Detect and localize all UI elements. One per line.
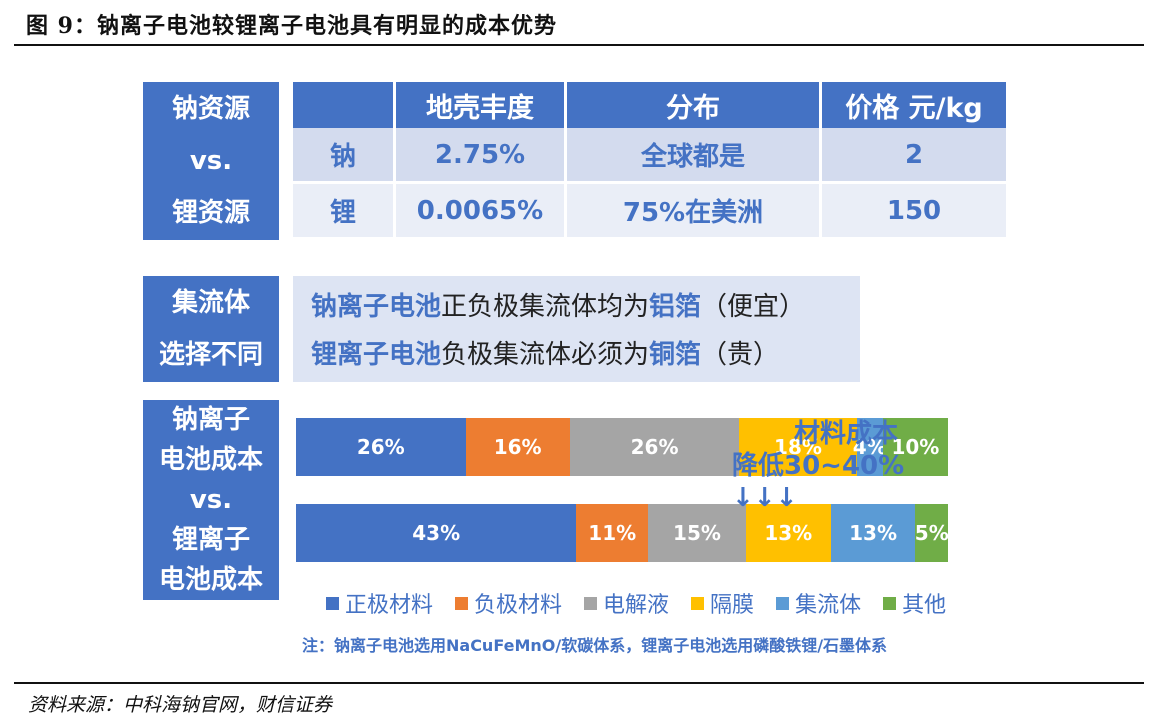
side-label-line: 锂资源 xyxy=(171,198,250,228)
collector-line-sodium: 钠离子电池正负极集流体均为铝箔（便宜） xyxy=(311,286,805,323)
battery-name: 锂离子电池 xyxy=(311,340,442,370)
bar-data-label: 26% xyxy=(356,435,405,459)
side-label-line: 锂离子 xyxy=(171,525,250,555)
table-header: 价格 元/kg xyxy=(820,82,1006,128)
bar-data-label: 43% xyxy=(412,521,461,545)
collector-description: 钠离子电池正负极集流体均为铝箔（便宜） 锂离子电池负极集流体必须为铜箔（贵） xyxy=(293,276,860,382)
bar-data-label: 13% xyxy=(849,521,897,545)
legend-item: 其他 xyxy=(883,587,946,619)
table-cell: 2.75% xyxy=(394,128,567,184)
legend-swatch xyxy=(584,596,598,610)
resource-table: 地壳丰度 分布 价格 元/kg 钠 2.75% 全球都是 2 锂 0.0065%… xyxy=(293,82,1006,237)
table-row: 锂 0.0065% 75%在美洲 150 xyxy=(293,182,1006,237)
table-header xyxy=(293,82,396,128)
bar-segment: 15% xyxy=(648,504,746,562)
top-rule xyxy=(14,44,1144,46)
bar-data-label: 16% xyxy=(493,435,542,459)
table-header: 分布 xyxy=(565,82,822,128)
bottom-rule xyxy=(14,682,1144,684)
legend-item: 电解液 xyxy=(584,587,669,619)
side-label-line: 电池成本 xyxy=(158,565,263,595)
bar-segment: 16% xyxy=(465,418,570,476)
bar-segment: 43% xyxy=(296,504,577,562)
bar-data-label: 5% xyxy=(914,521,949,545)
cost-side-label: 钠离子 电池成本 vs. 锂离子 电池成本 xyxy=(143,400,279,600)
table-cell: 锂 xyxy=(293,182,396,237)
legend-label: 电解液 xyxy=(603,593,670,618)
bar-segment: 18% xyxy=(739,418,857,476)
collector-text: 负极集流体必须为 xyxy=(441,340,650,370)
bar-segment: 5% xyxy=(914,504,949,562)
bar-segment: 13% xyxy=(745,504,831,562)
legend-swatch xyxy=(455,596,469,610)
figure-title: 图 9：钠离子电池较锂离子电池具有明显的成本优势 xyxy=(26,13,557,39)
table-cell: 全球都是 xyxy=(565,128,822,184)
chart-legend: 正极材料 负极材料 电解液 隔膜 集流体 其他 xyxy=(326,587,946,619)
stacked-bar-lithium: 43% 11% 15% 13% 13% 5% xyxy=(296,504,949,562)
bar-data-label: 13% xyxy=(764,521,813,545)
side-label-line: vs. xyxy=(189,485,233,515)
resource-side-label: 钠资源 vs. 锂资源 xyxy=(143,82,279,240)
bar-segment: 26% xyxy=(569,418,740,476)
table-cell: 钠 xyxy=(293,128,396,184)
table-cell: 2 xyxy=(820,128,1006,184)
side-label-line: vs. xyxy=(189,146,233,176)
legend-swatch xyxy=(691,596,705,610)
bar-data-label: 4% xyxy=(852,435,887,459)
bar-data-label: 11% xyxy=(588,521,637,545)
legend-swatch xyxy=(326,596,339,610)
legend-label: 负极材料 xyxy=(474,593,563,618)
legend-label: 其他 xyxy=(902,593,947,618)
bar-data-label: 15% xyxy=(673,521,721,545)
bar-segment: 11% xyxy=(576,504,649,562)
side-label-line: 电池成本 xyxy=(158,445,263,475)
legend-swatch xyxy=(883,596,897,610)
footnote: 注：钠离子电池选用NaCuFeMnO/软碳体系，锂离子电池选用磷酸铁锂/石墨体系 xyxy=(302,636,888,655)
bar-data-label: 10% xyxy=(891,435,940,459)
table-row: 钠 2.75% 全球都是 2 xyxy=(293,128,1006,184)
cost-note-value: 降低30~40% ↓↓↓ xyxy=(732,451,905,513)
table-header: 地壳丰度 xyxy=(394,82,567,128)
bar-data-label: 18% xyxy=(774,435,822,459)
side-label-line: 钠离子 xyxy=(171,405,250,435)
table-cell: 0.0065% xyxy=(394,182,567,237)
collector-note: （贵） xyxy=(701,340,780,370)
side-label-line: 选择不同 xyxy=(158,340,263,370)
source-note: 资料来源：中科海钠官网，财信证券 xyxy=(28,694,333,716)
stacked-bar-sodium: 26% 16% 26% 18% 4% 10% xyxy=(296,418,948,476)
collector-text: 正负极集流体均为 xyxy=(441,292,650,322)
bar-segment: 4% xyxy=(853,418,887,476)
bar-segment: 13% xyxy=(830,504,916,562)
cost-note-title: 材料成本 xyxy=(794,419,899,449)
legend-label: 隔膜 xyxy=(710,593,755,618)
bar-segment: 10% xyxy=(882,418,948,476)
legend-label: 正极材料 xyxy=(345,593,434,618)
legend-item: 集流体 xyxy=(776,587,861,619)
legend-swatch xyxy=(776,596,790,610)
collector-side-label: 集流体 选择不同 xyxy=(143,276,279,382)
battery-name: 钠离子电池 xyxy=(311,292,442,322)
bar-segment: 26% xyxy=(296,418,466,476)
collector-note: （便宜） xyxy=(701,292,806,322)
bar-data-label: 26% xyxy=(630,435,679,459)
foil-name: 铝箔 xyxy=(649,292,702,322)
table-cell: 75%在美洲 xyxy=(565,182,822,237)
table-cell: 150 xyxy=(820,182,1006,237)
side-label-line: 集流体 xyxy=(171,288,250,318)
side-label-line: 钠资源 xyxy=(171,94,250,124)
legend-label: 集流体 xyxy=(795,593,862,618)
legend-item: 隔膜 xyxy=(691,587,754,619)
legend-item: 正极材料 xyxy=(326,587,433,619)
collector-line-lithium: 锂离子电池负极集流体必须为铜箔（贵） xyxy=(311,334,779,371)
cost-reduction-note: 材料成本 降低30~40% ↓↓↓ xyxy=(732,418,972,514)
legend-item: 负极材料 xyxy=(455,587,562,619)
foil-name: 铜箔 xyxy=(649,340,702,370)
